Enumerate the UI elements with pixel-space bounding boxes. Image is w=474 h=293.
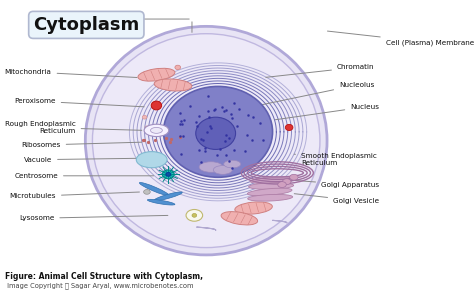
Ellipse shape — [151, 101, 162, 110]
Ellipse shape — [290, 174, 298, 180]
Text: Mitochondria: Mitochondria — [5, 69, 137, 78]
Ellipse shape — [137, 152, 167, 168]
Text: Chromatin: Chromatin — [266, 64, 374, 77]
Text: Figure: Animal Cell Structure with Cytoplasm,: Figure: Animal Cell Structure with Cytop… — [5, 272, 203, 281]
Text: Nucleolus: Nucleolus — [254, 82, 374, 106]
Ellipse shape — [138, 68, 175, 81]
Text: Smooth Endoplasmic
Reticulum: Smooth Endoplasmic Reticulum — [294, 153, 377, 166]
Ellipse shape — [224, 160, 241, 168]
Ellipse shape — [144, 190, 150, 194]
Ellipse shape — [144, 124, 169, 137]
Text: Microtubules: Microtubules — [9, 192, 139, 199]
Ellipse shape — [166, 172, 171, 176]
Ellipse shape — [285, 124, 293, 131]
Ellipse shape — [235, 202, 273, 214]
Ellipse shape — [221, 212, 258, 225]
Ellipse shape — [192, 213, 197, 217]
Text: Vacuole: Vacuole — [24, 157, 142, 163]
Ellipse shape — [196, 117, 236, 149]
Ellipse shape — [199, 162, 223, 172]
Text: Peroxisome: Peroxisome — [14, 98, 144, 107]
Text: Image Copyright Ⓢ Sagar Aryal, www.microbenotes.com: Image Copyright Ⓢ Sagar Aryal, www.micro… — [5, 283, 193, 289]
Ellipse shape — [278, 182, 286, 188]
Ellipse shape — [283, 179, 291, 185]
Text: Nucleus: Nucleus — [275, 104, 379, 120]
Ellipse shape — [247, 188, 292, 196]
Text: Centrosome: Centrosome — [14, 173, 154, 179]
Ellipse shape — [186, 209, 202, 221]
Ellipse shape — [92, 34, 320, 248]
Ellipse shape — [164, 86, 273, 177]
Text: Rough Endoplasmic
Reticulum: Rough Endoplasmic Reticulum — [5, 121, 142, 134]
Ellipse shape — [142, 115, 147, 119]
Ellipse shape — [175, 65, 181, 69]
Ellipse shape — [249, 183, 293, 189]
Ellipse shape — [147, 199, 175, 205]
Text: Ribosomes: Ribosomes — [21, 142, 142, 148]
Ellipse shape — [154, 79, 192, 91]
Ellipse shape — [145, 126, 149, 129]
Text: Lysosome: Lysosome — [19, 215, 168, 221]
Ellipse shape — [139, 183, 169, 195]
Ellipse shape — [151, 127, 162, 133]
Ellipse shape — [213, 166, 232, 174]
Ellipse shape — [154, 192, 182, 201]
Ellipse shape — [85, 26, 327, 255]
Text: Cytoplasm: Cytoplasm — [33, 16, 139, 34]
Text: Golgi Apparatus: Golgi Apparatus — [294, 180, 379, 188]
Ellipse shape — [162, 170, 174, 179]
Ellipse shape — [248, 195, 292, 201]
Text: Cell (Plasma) Membrane: Cell (Plasma) Membrane — [328, 31, 474, 46]
Ellipse shape — [250, 177, 295, 184]
Text: Golgi Vesicle: Golgi Vesicle — [294, 194, 379, 204]
